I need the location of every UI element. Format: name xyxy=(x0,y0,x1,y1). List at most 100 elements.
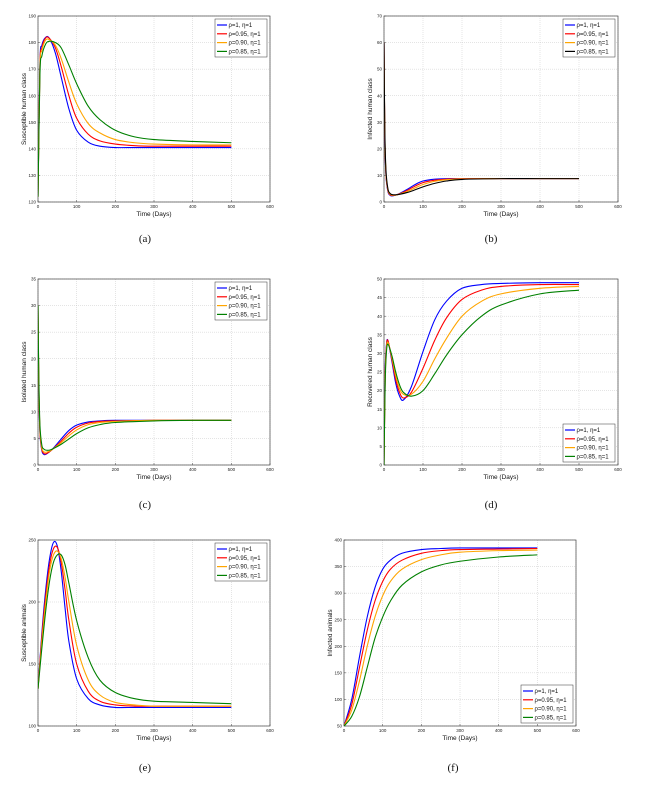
legend-entry: ρ=0.95, η=1 xyxy=(229,556,262,562)
y-tick-label: 10 xyxy=(377,173,383,178)
y-tick-label: 40 xyxy=(377,93,383,98)
x-tick-label: 300 xyxy=(150,204,158,209)
x-axis-label: Time (Days) xyxy=(442,735,477,742)
panel-caption: (d) xyxy=(485,499,498,511)
y-tick-label: 400 xyxy=(334,538,342,543)
series-line-d-1 xyxy=(384,282,580,465)
y-tick-label: 20 xyxy=(31,356,37,361)
y-tick-label: 15 xyxy=(31,383,37,388)
legend-entry: ρ=1, η=1 xyxy=(577,23,601,29)
x-tick-label: 400 xyxy=(536,204,544,209)
legend-entry: ρ=0.95, η=1 xyxy=(577,32,610,38)
y-tick-label: 10 xyxy=(31,409,37,414)
y-tick-label: 160 xyxy=(28,93,36,98)
x-tick-label: 600 xyxy=(266,204,274,209)
y-tick-label: 150 xyxy=(28,120,36,125)
x-tick-label: 300 xyxy=(150,467,158,472)
y-tick-label: 200 xyxy=(28,600,36,605)
series-line-b-1 xyxy=(384,42,579,197)
y-tick-label: 30 xyxy=(377,120,383,125)
series-line-f-3 xyxy=(344,549,538,726)
legend-entry: ρ=0.95, η=1 xyxy=(229,295,262,301)
legend-entry: ρ=0.95, η=1 xyxy=(535,698,568,704)
series-line-b-3 xyxy=(384,42,579,196)
y-axis-label: Recovered human class xyxy=(367,336,374,406)
series-line-c-1 xyxy=(38,305,232,456)
y-tick-label: 30 xyxy=(377,351,383,356)
series-line-b-2 xyxy=(384,42,579,197)
y-tick-label: 350 xyxy=(334,564,342,569)
x-tick-label: 600 xyxy=(614,467,622,472)
x-tick-label: 200 xyxy=(112,728,120,733)
y-axis-label: Susceptible human class xyxy=(21,72,28,145)
series-line-a-1 xyxy=(38,35,232,197)
panel-caption: (a) xyxy=(139,233,152,245)
y-tick-label: 15 xyxy=(377,407,383,412)
y-tick-label: 45 xyxy=(377,295,383,300)
x-tick-label: 600 xyxy=(614,204,622,209)
x-axis-label: Time (Days) xyxy=(136,211,171,218)
series-line-a-3 xyxy=(38,38,232,197)
y-tick-label: 20 xyxy=(377,146,383,151)
legend-entry: ρ=0.90, η=1 xyxy=(577,41,610,47)
series-line-f-2 xyxy=(344,547,538,726)
chart-f: 0 100 200 300 400 500 600 50 100 150 200 250 300 350 4… xyxy=(327,538,580,774)
series-line-f-4 xyxy=(344,554,538,726)
x-tick-label: 0 xyxy=(37,467,40,472)
x-tick-label: 400 xyxy=(189,728,197,733)
legend-entry: ρ=1, η=1 xyxy=(229,23,253,29)
legend-d: ρ=1, η=1 ρ=0.95, η=1 ρ=0.90, η=1 ρ=0.85, η=… xyxy=(562,423,616,463)
y-tick-label: 0 xyxy=(379,463,382,468)
y-tick-label: 70 xyxy=(377,14,383,19)
x-tick-label: 200 xyxy=(418,728,426,733)
legend-entry: ρ=1, η=1 xyxy=(577,428,601,434)
y-tick-label: 20 xyxy=(377,388,383,393)
x-tick-label: 500 xyxy=(575,204,583,209)
x-tick-label: 100 xyxy=(73,467,81,472)
x-axis-label: Time (Days) xyxy=(483,474,518,481)
x-axis-label: Time (Days) xyxy=(136,735,171,742)
legend-entry: ρ=0.85, η=1 xyxy=(577,454,610,460)
y-tick-label: 170 xyxy=(28,67,36,72)
panel-caption: (e) xyxy=(139,762,152,774)
series-line-d-3 xyxy=(384,285,580,465)
x-tick-label: 300 xyxy=(497,467,505,472)
x-tick-label: 100 xyxy=(419,204,427,209)
y-tick-label: 0 xyxy=(379,200,382,205)
x-tick-label: 300 xyxy=(456,728,464,733)
series-line-c-3 xyxy=(38,305,232,453)
y-tick-label: 250 xyxy=(28,538,36,543)
x-tick-label: 200 xyxy=(458,204,466,209)
y-tick-label: 35 xyxy=(377,332,383,337)
series-line-e-2 xyxy=(38,545,232,707)
legend-entry: ρ=0.85, η=1 xyxy=(229,49,262,55)
legend-a: ρ=1, η=1 ρ=0.95, η=1 ρ=0.90, η=1 ρ=0.85, η=… xyxy=(214,18,268,58)
x-tick-label: 0 xyxy=(37,204,40,209)
y-tick-label: 30 xyxy=(31,303,37,308)
x-tick-label: 300 xyxy=(150,728,158,733)
series-line-a-4 xyxy=(38,40,232,197)
y-tick-label: 60 xyxy=(377,40,383,45)
y-tick-label: 100 xyxy=(334,697,342,702)
chart-a: 0 100 200 300 400 500 600 120 130 140 150 160 170 180… xyxy=(21,14,274,245)
legend-entry: ρ=0.90, η=1 xyxy=(577,446,610,452)
legend-e: ρ=1, η=1 ρ=0.95, η=1 ρ=0.90, η=1 ρ=0.85, η=… xyxy=(214,542,268,582)
x-tick-label: 300 xyxy=(497,204,505,209)
legend-entry: ρ=0.90, η=1 xyxy=(535,707,568,713)
x-tick-label: 500 xyxy=(575,467,583,472)
y-tick-label: 0 xyxy=(33,463,36,468)
x-tick-label: 600 xyxy=(266,728,274,733)
panel-caption: (c) xyxy=(139,499,152,511)
x-tick-label: 400 xyxy=(189,204,197,209)
x-tick-label: 500 xyxy=(228,204,236,209)
panel-caption: (b) xyxy=(485,233,498,245)
legend-entry: ρ=0.95, η=1 xyxy=(229,32,262,38)
y-tick-label: 300 xyxy=(334,591,342,596)
y-tick-label: 150 xyxy=(28,662,36,667)
series-line-d-2 xyxy=(384,283,580,465)
x-tick-label: 100 xyxy=(73,204,81,209)
x-tick-label: 500 xyxy=(228,728,236,733)
series-line-e-4 xyxy=(38,553,232,705)
